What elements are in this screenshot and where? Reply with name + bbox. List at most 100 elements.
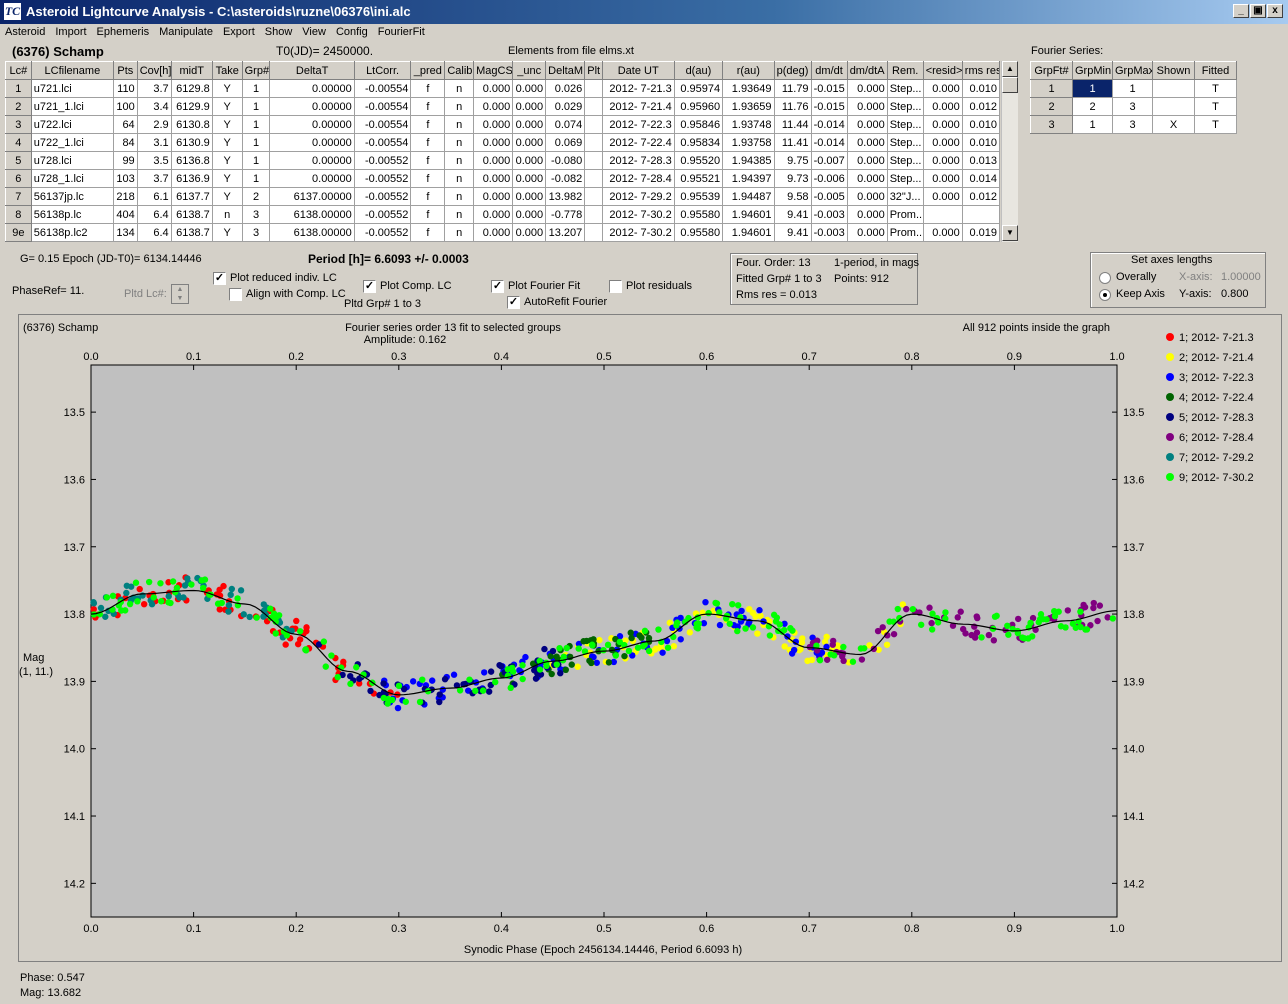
- table-cell[interactable]: -0.00554: [353, 97, 412, 116]
- table-cell[interactable]: -0.003: [810, 223, 848, 242]
- table-cell[interactable]: u721_1.lci: [30, 97, 115, 116]
- column-header[interactable]: Rem.: [886, 61, 924, 80]
- table-cell[interactable]: 6136.8: [170, 151, 213, 170]
- table-cell[interactable]: -0.00552: [353, 187, 412, 206]
- column-header[interactable]: p(deg): [773, 61, 812, 80]
- table-cell[interactable]: 0.026: [545, 79, 586, 98]
- table-cell[interactable]: n: [444, 79, 475, 98]
- column-header[interactable]: _unc: [512, 61, 547, 80]
- table-cell[interactable]: 84: [113, 133, 138, 152]
- table-cell[interactable]: f: [410, 187, 446, 206]
- table-cell[interactable]: 1.93649: [722, 79, 775, 98]
- table-cell[interactable]: Y: [211, 133, 243, 152]
- table-cell[interactable]: 0.00000: [269, 97, 355, 116]
- table-cell[interactable]: 0.000: [473, 187, 514, 206]
- column-header[interactable]: DeltaM: [545, 61, 586, 80]
- table-cell[interactable]: 0.000: [473, 97, 514, 116]
- table-cell[interactable]: 1.94487: [722, 187, 775, 206]
- table-cell[interactable]: n: [444, 133, 475, 152]
- table-cell[interactable]: 0.000: [512, 133, 547, 152]
- table-cell[interactable]: 218: [113, 187, 138, 206]
- table-cell[interactable]: 0.95834: [673, 133, 724, 152]
- x-axis-value[interactable]: 1.00000: [1221, 271, 1261, 283]
- table-cell[interactable]: 404: [113, 205, 138, 224]
- table-cell[interactable]: 3.5: [136, 151, 172, 170]
- plot-comp-checkbox[interactable]: ✓: [363, 280, 376, 293]
- column-header[interactable]: Plt: [584, 61, 603, 80]
- table-cell[interactable]: 134: [113, 223, 138, 242]
- table-cell[interactable]: 1.94397: [722, 169, 775, 188]
- table-cell[interactable]: 0.000: [846, 205, 888, 224]
- table-cell[interactable]: 0.000: [512, 151, 547, 170]
- table-cell[interactable]: [584, 205, 603, 224]
- column-header[interactable]: rms res: [961, 61, 1001, 80]
- row-header[interactable]: 8: [5, 205, 32, 224]
- column-header[interactable]: Calib: [444, 61, 475, 80]
- table-cell[interactable]: 6138.7: [170, 205, 213, 224]
- table-cell[interactable]: 0.013: [961, 151, 1001, 170]
- table-cell[interactable]: 6136.9: [170, 169, 213, 188]
- table-cell[interactable]: Step...: [886, 79, 924, 98]
- table-cell[interactable]: 0.000: [846, 151, 888, 170]
- column-header[interactable]: midT: [170, 61, 213, 80]
- scroll-up-icon[interactable]: ▲: [1002, 61, 1018, 77]
- table-row[interactable]: 7 56137jp.lc 218 6.1 6137.7 Y 2 6137.00000 -0.00…: [5, 187, 1001, 206]
- table-cell[interactable]: u728.lci: [30, 151, 115, 170]
- keep-axis-radio[interactable]: [1099, 289, 1111, 301]
- table-cell[interactable]: f: [410, 223, 446, 242]
- table-cell[interactable]: 3: [241, 205, 271, 224]
- table-cell[interactable]: f: [410, 97, 446, 116]
- table-cell[interactable]: 1.93659: [722, 97, 775, 116]
- table-cell[interactable]: 0.000: [512, 187, 547, 206]
- table-cell[interactable]: -0.00552: [353, 169, 412, 188]
- lightcurve-chart[interactable]: (6376) Schamp Fourier series order 13 fi…: [19, 315, 1281, 961]
- table-cell[interactable]: 2.9: [136, 115, 172, 134]
- column-header[interactable]: Lc#: [5, 61, 32, 80]
- table-cell[interactable]: 0.95974: [673, 79, 724, 98]
- table-cell[interactable]: 0.000: [846, 223, 888, 242]
- fourier-row-header[interactable]: 2: [1030, 97, 1073, 116]
- plot-reduced-checkbox[interactable]: ✓: [213, 272, 226, 285]
- table-cell[interactable]: 100: [113, 97, 138, 116]
- table-cell[interactable]: 0.000: [846, 79, 888, 98]
- minimize-button[interactable]: _: [1233, 4, 1249, 18]
- table-cell[interactable]: Step...: [886, 169, 924, 188]
- table-cell[interactable]: Step...: [886, 115, 924, 134]
- table-cell[interactable]: Y: [211, 187, 243, 206]
- table-cell[interactable]: 0.95520: [673, 151, 724, 170]
- fourier-cell[interactable]: 3: [1112, 115, 1153, 134]
- column-header[interactable]: MagCS: [473, 61, 514, 80]
- table-cell[interactable]: f: [410, 79, 446, 98]
- table-cell[interactable]: 11.79: [773, 79, 812, 98]
- table-cell[interactable]: 0.95580: [673, 205, 724, 224]
- table-row[interactable]: 2 u721_1.lci 100 3.4 6129.9 Y 1 0.00000 -0.00554…: [5, 97, 1001, 116]
- maximize-button[interactable]: ▣: [1250, 4, 1266, 18]
- table-cell[interactable]: 0.000: [922, 169, 963, 188]
- menu-manipulate[interactable]: Manipulate: [159, 26, 213, 38]
- table-cell[interactable]: 0.069: [545, 133, 586, 152]
- table-cell[interactable]: 0.012: [961, 187, 1001, 206]
- table-cell[interactable]: -0.00554: [353, 115, 412, 134]
- lc-table-scrollbar[interactable]: ▲ ▼: [1001, 61, 1018, 242]
- column-header[interactable]: r(au): [722, 61, 775, 80]
- table-row[interactable]: 8 56138p.lc 404 6.4 6138.7 n 3 6138.00000 -0.005…: [5, 205, 1001, 224]
- table-cell[interactable]: 6138.7: [170, 223, 213, 242]
- column-header[interactable]: dm/dt: [810, 61, 848, 80]
- table-row[interactable]: 9e 56138p.lc2 134 6.4 6138.7 Y 3 6138.00000 -0.0…: [5, 223, 1001, 242]
- table-cell[interactable]: 6137.00000: [269, 187, 355, 206]
- fourier-cell[interactable]: [1152, 97, 1195, 116]
- table-cell[interactable]: -0.00554: [353, 79, 412, 98]
- table-cell[interactable]: 11.76: [773, 97, 812, 116]
- table-cell[interactable]: 0.00000: [269, 133, 355, 152]
- table-cell[interactable]: -0.014: [810, 133, 848, 152]
- table-cell[interactable]: 6138.00000: [269, 205, 355, 224]
- column-header[interactable]: LCfilename: [30, 61, 115, 80]
- table-cell[interactable]: [584, 133, 603, 152]
- table-cell[interactable]: 0.000: [922, 223, 963, 242]
- table-cell[interactable]: 6.1: [136, 187, 172, 206]
- table-cell[interactable]: 6.4: [136, 223, 172, 242]
- plot-fourier-checkbox[interactable]: ✓: [491, 280, 504, 293]
- table-cell[interactable]: -0.00552: [353, 151, 412, 170]
- table-cell[interactable]: 6129.9: [170, 97, 213, 116]
